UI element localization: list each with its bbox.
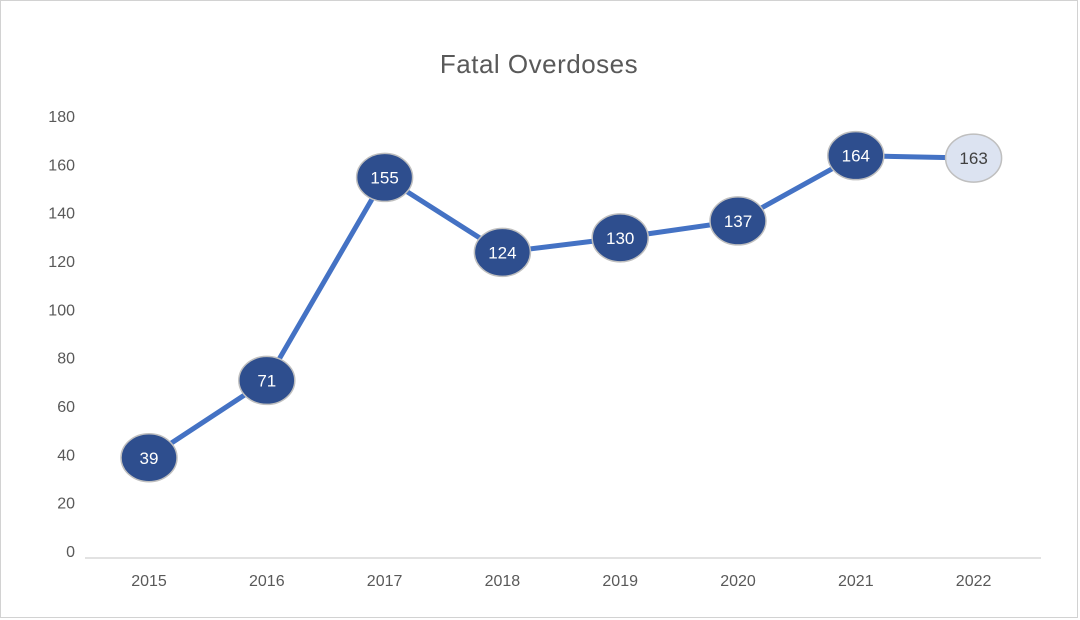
data-point-marker bbox=[238, 355, 296, 406]
x-tick-label: 2019 bbox=[602, 573, 638, 590]
data-point-label: 155 bbox=[370, 168, 398, 187]
data-point-label: 124 bbox=[488, 243, 516, 262]
y-tick-label: 60 bbox=[57, 399, 75, 416]
y-tick-label: 80 bbox=[57, 351, 75, 368]
x-tick-label: 2022 bbox=[956, 573, 992, 590]
data-point-marker bbox=[944, 133, 1003, 183]
y-tick-label: 120 bbox=[48, 254, 75, 271]
x-tick-label: 2017 bbox=[367, 573, 403, 590]
data-point-marker bbox=[827, 130, 885, 181]
y-tick-label: 0 bbox=[66, 544, 75, 561]
y-tick-label: 20 bbox=[57, 496, 75, 513]
data-point-label: 39 bbox=[140, 449, 159, 468]
x-tick-label: 2020 bbox=[720, 573, 756, 590]
data-point-label: 71 bbox=[257, 371, 276, 390]
x-tick-label: 2021 bbox=[838, 573, 874, 590]
data-point-marker bbox=[355, 152, 414, 203]
x-tick-label: 2015 bbox=[131, 573, 167, 590]
x-tick-label: 2016 bbox=[249, 573, 285, 590]
y-tick-label: 40 bbox=[57, 447, 75, 464]
data-point-label: 137 bbox=[724, 212, 752, 231]
data-point-label: 163 bbox=[959, 149, 987, 168]
data-point-label: 164 bbox=[842, 147, 870, 166]
y-tick-label: 180 bbox=[48, 109, 75, 126]
y-tick-label: 140 bbox=[48, 206, 75, 223]
data-point-marker bbox=[473, 227, 532, 278]
data-point-marker bbox=[709, 196, 767, 246]
x-tick-label: 2018 bbox=[485, 573, 521, 590]
data-point-label: 130 bbox=[606, 229, 634, 248]
data-point-marker bbox=[591, 213, 649, 263]
data-series-line bbox=[146, 153, 977, 461]
y-tick-label: 160 bbox=[48, 157, 75, 174]
y-tick-label: 100 bbox=[48, 302, 75, 319]
data-point-marker bbox=[120, 433, 178, 483]
